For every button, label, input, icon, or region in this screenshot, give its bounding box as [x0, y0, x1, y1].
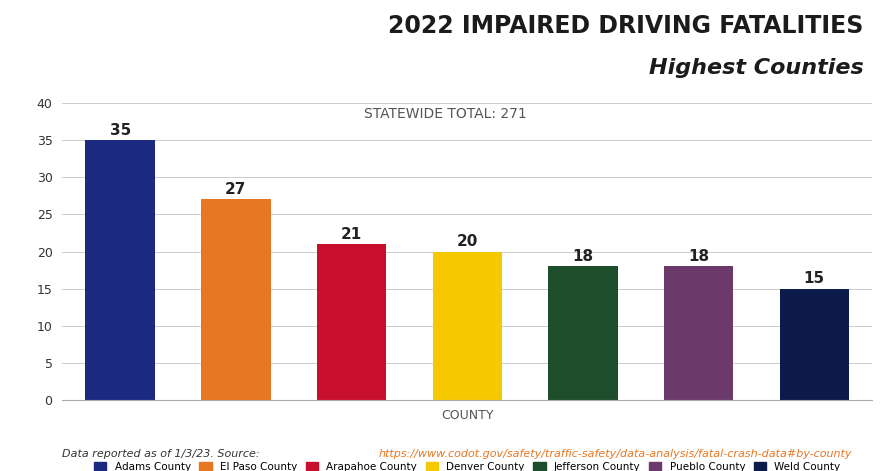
Text: 27: 27 — [225, 182, 247, 197]
Text: 35: 35 — [109, 122, 131, 138]
Legend: Adams County, El Paso County, Arapahoe County, Denver County, Jefferson County, : Adams County, El Paso County, Arapahoe C… — [91, 459, 844, 471]
Text: Data reported as of 1/3/23. Source:: Data reported as of 1/3/23. Source: — [62, 449, 263, 459]
Text: 15: 15 — [804, 271, 825, 286]
Text: 18: 18 — [688, 249, 709, 264]
Bar — [664, 267, 733, 400]
Text: 20: 20 — [457, 234, 478, 249]
Bar — [780, 289, 849, 400]
Text: 2022 IMPAIRED DRIVING FATALITIES: 2022 IMPAIRED DRIVING FATALITIES — [388, 15, 863, 38]
Bar — [433, 252, 502, 400]
Text: 18: 18 — [572, 249, 594, 264]
Text: STATEWIDE TOTAL: 271: STATEWIDE TOTAL: 271 — [364, 107, 526, 122]
X-axis label: COUNTY: COUNTY — [441, 409, 493, 422]
Bar — [548, 267, 618, 400]
Bar — [85, 140, 155, 400]
Text: Highest Counties: Highest Counties — [649, 58, 863, 78]
Text: 21: 21 — [341, 227, 362, 242]
Text: https://www.codot.gov/safety/traffic-safety/data-analysis/fatal-crash-data#by-co: https://www.codot.gov/safety/traffic-saf… — [378, 449, 852, 459]
Bar — [201, 199, 271, 400]
Bar — [317, 244, 386, 400]
